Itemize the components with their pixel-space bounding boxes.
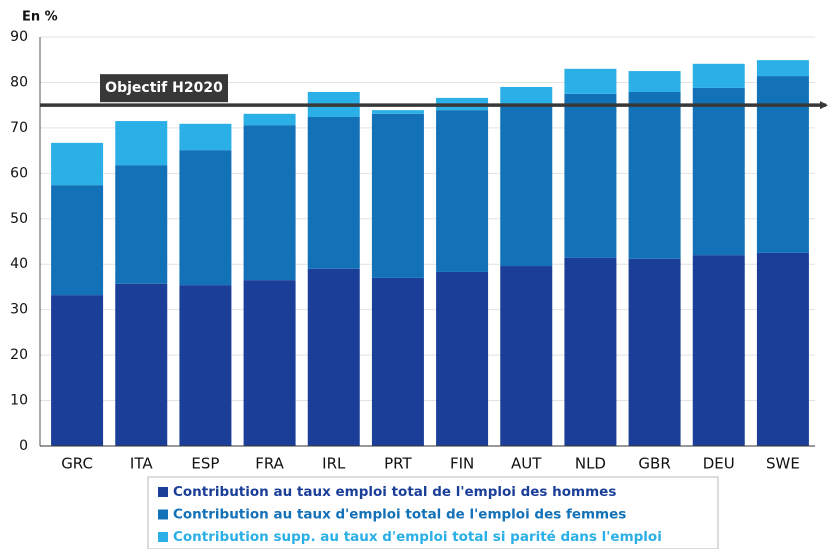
bar-segment [692, 87, 745, 256]
bar-segment [371, 110, 424, 114]
y-tick-label: 40 [10, 256, 28, 272]
bar-segment [179, 150, 232, 286]
bar-segment [243, 113, 296, 126]
bar-segment [51, 185, 104, 296]
x-tick-label: GRC [61, 455, 93, 473]
x-tick-label: IRL [322, 455, 346, 473]
bar-segment [692, 63, 745, 88]
bar-segment [436, 110, 489, 272]
target-label-box [100, 74, 228, 103]
x-tick-label: AUT [511, 455, 542, 473]
bar-segment [243, 125, 296, 281]
legend-label: Contribution au taux emploi total de l'e… [173, 484, 616, 500]
x-tick-label: FRA [255, 455, 284, 473]
y-tick-label: 90 [10, 29, 28, 45]
y-tick-label: 0 [19, 438, 28, 454]
legend-label: Contribution supp. au taux d'emploi tota… [173, 529, 662, 545]
bar-segment [500, 105, 553, 267]
bar-segment [756, 252, 809, 446]
y-tick-label: 30 [10, 302, 28, 318]
bar-segment [500, 266, 553, 446]
target-label: Objectif H2020 [105, 80, 223, 96]
bar-segment [628, 258, 681, 446]
bar-segment [51, 295, 104, 446]
bar-segment [51, 142, 104, 186]
bar-segment [371, 113, 424, 278]
bar-segment [307, 268, 360, 446]
bar-segment [436, 271, 489, 446]
legend-label: Contribution au taux d'emploi total de l… [173, 507, 626, 523]
x-tick-label: DEU [703, 455, 735, 473]
bar-segment [371, 277, 424, 446]
y-tick-label: 20 [10, 347, 28, 363]
bar-segment [115, 165, 168, 284]
y-tick-label: 60 [10, 165, 28, 181]
bar-segment [115, 121, 168, 166]
y-tick-label: 80 [10, 74, 28, 90]
bar-segment [500, 86, 553, 106]
bar-segment [564, 93, 617, 258]
y-tick-label: 50 [10, 211, 28, 227]
bar-segment [756, 60, 809, 77]
y-tick-label: 10 [10, 393, 28, 409]
bar-segment [179, 123, 232, 151]
x-tick-label: PRT [384, 455, 412, 473]
bar-segment [115, 283, 168, 446]
legend-swatch [158, 509, 168, 520]
legend-swatch [158, 532, 168, 542]
bar-segment [692, 255, 745, 446]
bar-segment [179, 285, 232, 446]
x-tick-label: SWE [766, 455, 800, 473]
bar-segment [564, 68, 617, 94]
bar-segment [628, 71, 681, 92]
bar-segment [628, 91, 681, 259]
bar-segment [756, 76, 809, 253]
bar-segment [564, 257, 617, 446]
x-tick-label: FIN [450, 455, 474, 473]
x-tick-label: NLD [575, 455, 606, 473]
bar-segment [307, 116, 360, 269]
y-axis-label: En % [22, 10, 58, 25]
y-tick-label: 70 [10, 120, 28, 136]
x-tick-label: ESP [191, 455, 219, 473]
x-tick-label: ITA [130, 455, 153, 473]
legend-swatch [158, 487, 168, 497]
x-tick-label: GBR [638, 455, 670, 473]
bar-segment [243, 280, 296, 446]
legend-box [147, 476, 719, 549]
